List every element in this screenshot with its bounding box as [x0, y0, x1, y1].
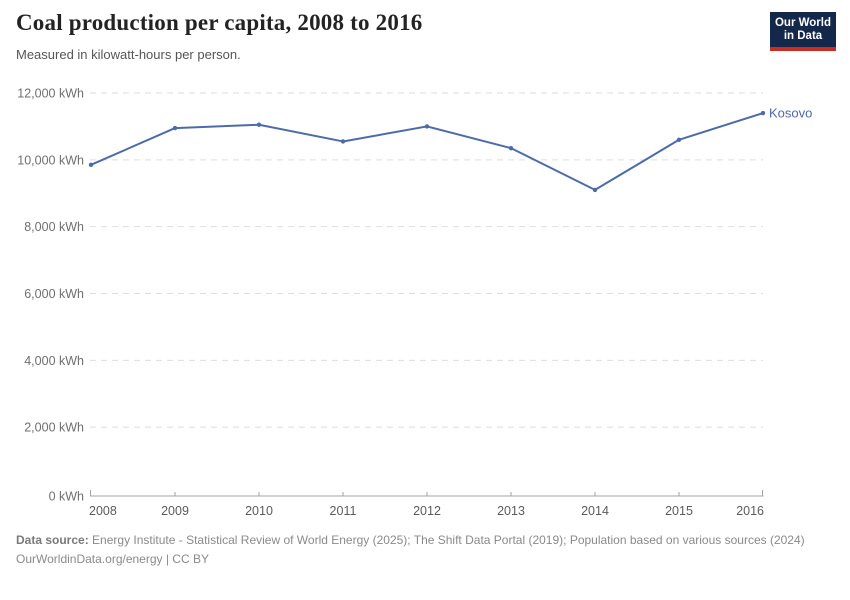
data-point[interactable]: [172, 125, 178, 131]
owid-license-link[interactable]: OurWorldinData.org/energy | CC BY: [16, 552, 209, 566]
data-point[interactable]: [760, 110, 766, 116]
data-source-text: Energy Institute - Statistical Review of…: [92, 533, 805, 547]
data-point[interactable]: [508, 145, 514, 151]
data-point[interactable]: [592, 187, 598, 193]
entity-label[interactable]: Kosovo: [769, 106, 812, 121]
page-title: Coal production per capita, 2008 to 2016: [16, 10, 423, 35]
y-axis-tick-label: 6,000 kWh: [24, 287, 84, 301]
owid-logo-line2: in Data: [783, 30, 823, 42]
data-point[interactable]: [340, 139, 346, 144]
data-point[interactable]: [676, 137, 682, 142]
owid-logo[interactable]: Our World in Data: [770, 12, 836, 51]
data-point[interactable]: [256, 122, 262, 127]
y-axis-tick-label: 4,000 kWh: [24, 354, 84, 368]
y-axis-tick-label: 10,000 kWh: [17, 153, 84, 167]
data-source-label: Data source:: [16, 533, 89, 547]
x-axis-tick-label: 2010: [245, 504, 273, 518]
x-axis-tick-label: 2012: [413, 504, 441, 518]
x-axis-tick-label: 2013: [497, 504, 525, 518]
x-axis-tick-label: 2011: [330, 504, 357, 518]
chart-subtitle: Measured in kilowatt-hours per person.: [16, 47, 241, 62]
data-point[interactable]: [88, 162, 94, 168]
x-axis-tick-label: 2016: [736, 504, 764, 518]
x-axis-tick-label: 2009: [161, 504, 189, 518]
y-axis-tick-label: 8,000 kWh: [24, 220, 84, 234]
chart-footer: Data source: Energy Institute - Statisti…: [16, 531, 818, 568]
data-source-line: Data source: Energy Institute - Statisti…: [16, 531, 818, 549]
y-axis-tick-label: 2,000 kWh: [24, 421, 84, 435]
data-point[interactable]: [424, 124, 430, 129]
owid-logo-line1: Our World: [774, 17, 831, 29]
y-axis-tick-label: 0 kWh: [49, 490, 84, 504]
y-axis-tick-label: 12,000 kWh: [17, 87, 84, 101]
x-axis-tick-label: 2008: [89, 504, 117, 518]
x-axis-tick-label: 2014: [581, 504, 609, 518]
x-axis-tick-label: 2015: [665, 504, 693, 518]
